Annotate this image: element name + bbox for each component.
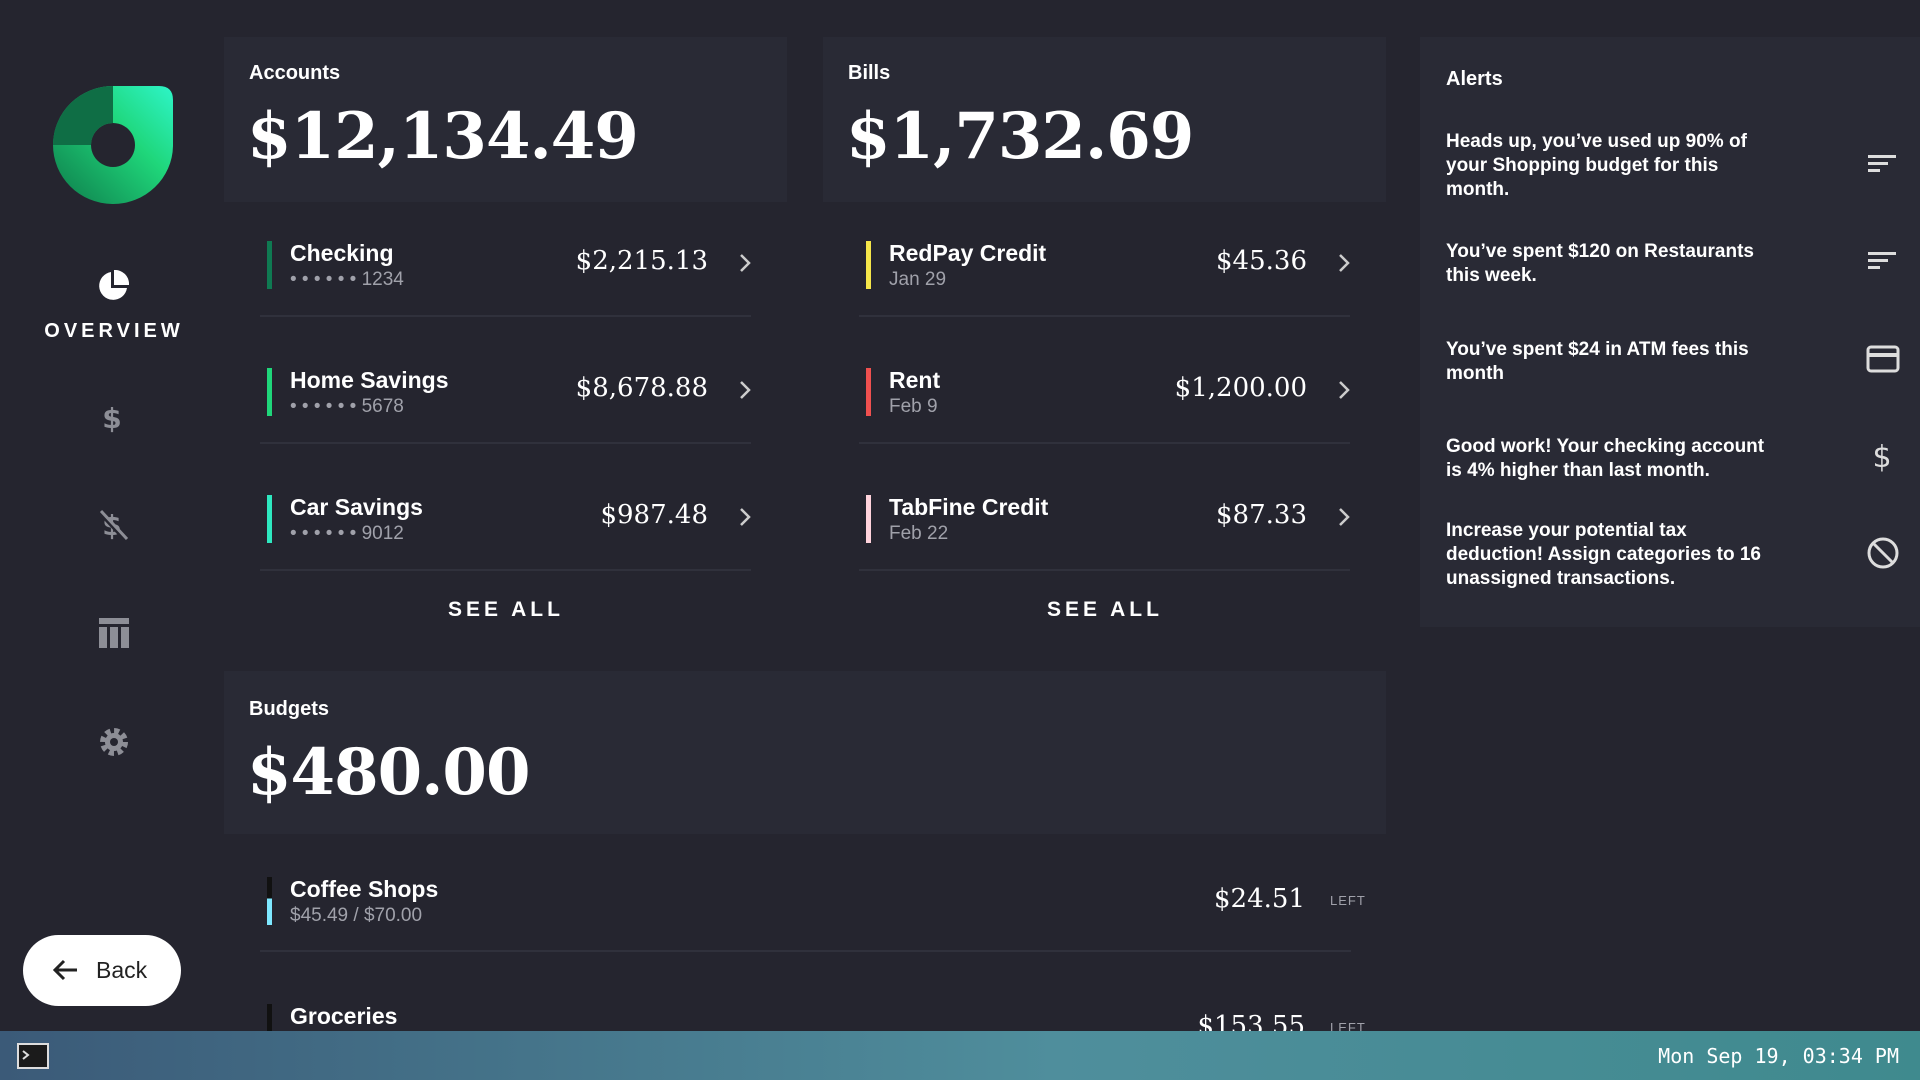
bill-name: RedPay Credit — [889, 240, 1047, 266]
bill-amount: $45.36 — [1216, 246, 1307, 276]
progress-accent — [267, 1004, 272, 1031]
accounts-icon[interactable]: $ — [98, 402, 126, 434]
bills-header: Bills $1,732.69 — [823, 37, 1386, 202]
accent — [267, 241, 272, 289]
budget-suffix: LEFT — [1330, 893, 1366, 908]
chevron — [740, 381, 751, 399]
progress-accent — [267, 877, 272, 925]
dollar-icon: $ — [1872, 440, 1891, 473]
sort-icon — [1868, 252, 1896, 269]
account-amount: $987.48 — [600, 500, 708, 530]
see-all[interactable]: SEE ALL — [448, 598, 564, 621]
card-icon — [1866, 345, 1900, 373]
panel-title: Budgets — [249, 698, 329, 720]
budgets-total: $480.00 — [247, 735, 530, 810]
bill-amount: $1,200.00 — [1174, 373, 1307, 403]
accent — [866, 495, 871, 543]
alert-text[interactable]: Heads up, you’ve used up 90% of your Sho… — [1446, 131, 1747, 200]
separator — [260, 315, 751, 317]
budget-amount: $24.51 — [1214, 884, 1305, 914]
accent — [866, 241, 871, 289]
account-number: • • • • • • 1234 — [290, 269, 404, 290]
account-name: Car Savings — [290, 494, 423, 520]
block-icon — [1867, 537, 1899, 569]
budget-row[interactable]: Coffee Shops $45.49 / $70.00 $24.51 LEFT — [224, 836, 1386, 963]
accounts-total: $12,134.49 — [247, 99, 639, 174]
overview-icon[interactable] — [97, 270, 129, 302]
back-label: Back — [96, 957, 148, 983]
nav-label[interactable]: OVERVIEW — [44, 320, 184, 342]
svg-text:$: $ — [1872, 440, 1891, 473]
terminal-icon[interactable] — [17, 1043, 49, 1069]
sidebar: OVERVIEW $ $ — [0, 0, 224, 1031]
clock: Mon Sep 19, 03:34 PM — [1658, 1044, 1899, 1068]
chevron — [740, 508, 751, 526]
taskbar: Mon Sep 19, 03:34 PM — [0, 1031, 1920, 1080]
alert-text[interactable]: Increase your potential tax deduction! A… — [1446, 520, 1761, 589]
budget-suffix: LEFT — [1330, 1020, 1366, 1031]
chevron — [1339, 381, 1350, 399]
bill-name: Rent — [889, 367, 941, 393]
separator — [859, 569, 1350, 571]
alerts-panel: Alerts Heads up, you’ve used up 90% of y… — [1420, 37, 1920, 627]
bills-list: RedPay Credit Jan 29 $45.36 Rent Feb 9 $… — [823, 202, 1386, 642]
accounts-list: Checking • • • • • • 1234 $2,215.13 Home… — [224, 202, 787, 642]
chevron — [1339, 508, 1350, 526]
chevron — [740, 254, 751, 272]
sort-icon — [1868, 155, 1896, 172]
account-amount: $2,215.13 — [575, 246, 708, 276]
budget-name: Coffee Shops — [290, 876, 439, 902]
bill-name: TabFine Credit — [889, 494, 1049, 520]
bill-row[interactable]: Rent Feb 9 $1,200.00 — [823, 329, 1386, 456]
see-all[interactable]: SEE ALL — [1047, 598, 1163, 621]
bill-row[interactable]: RedPay Credit Jan 29 $45.36 — [823, 202, 1386, 329]
account-amount: $8,678.88 — [575, 373, 708, 403]
separator — [260, 950, 1351, 952]
budget-name: Groceries — [290, 1003, 398, 1029]
account-row[interactable]: Home Savings • • • • • • 5678 $8,678.88 — [224, 329, 787, 456]
bill-date: Jan 29 — [889, 269, 947, 290]
account-number: • • • • • • 5678 — [290, 396, 404, 417]
account-row[interactable]: Checking • • • • • • 1234 $2,215.13 — [224, 202, 787, 329]
bill-row[interactable]: TabFine Credit Feb 22 $87.33 — [823, 456, 1386, 583]
separator — [859, 315, 1350, 317]
bill-date: Feb 22 — [889, 523, 949, 544]
panel-title: Accounts — [249, 62, 341, 84]
alert-text[interactable]: You’ve spent $24 in ATM fees this month — [1446, 339, 1749, 384]
budget-detail: $45.49 / $70.00 — [290, 905, 423, 926]
account-name: Checking — [290, 240, 394, 266]
accent — [267, 495, 272, 543]
bill-date: Feb 9 — [889, 396, 938, 417]
separator — [260, 442, 751, 444]
chevron — [1339, 254, 1350, 272]
settings-icon[interactable] — [98, 726, 130, 758]
alert-text[interactable]: You’ve spent $120 on Restaurants this we… — [1446, 241, 1754, 286]
account-name: Home Savings — [290, 367, 449, 393]
panel-title: Bills — [848, 62, 891, 84]
accent — [866, 368, 871, 416]
bills-icon[interactable]: $ — [98, 508, 130, 542]
separator — [859, 442, 1350, 444]
svg-text:$: $ — [102, 402, 121, 434]
accent — [267, 368, 272, 416]
bills-total: $1,732.69 — [846, 99, 1194, 174]
logo — [53, 86, 173, 204]
separator — [260, 569, 751, 571]
budget-row[interactable]: Groceries $153.55 LEFT — [224, 963, 1386, 1031]
budget-amount: $153.55 — [1197, 1011, 1305, 1031]
account-row[interactable]: Car Savings • • • • • • 9012 $987.48 — [224, 456, 787, 583]
budgets-icon[interactable] — [99, 618, 129, 648]
alert-text[interactable]: Good work! Your checking account is 4% h… — [1446, 436, 1765, 481]
budget-list — [224, 834, 1386, 1031]
panel-title: Alerts — [1446, 68, 1503, 90]
account-number: • • • • • • 9012 — [290, 523, 404, 544]
back-arrow — [52, 959, 77, 981]
bill-amount: $87.33 — [1216, 500, 1307, 530]
accounts-header: Accounts $12,134.49 — [224, 37, 787, 202]
back-button[interactable]: Back — [23, 935, 181, 1006]
budgets-panel: Budgets $480.00 Coffee Shops $45.49 / $7… — [224, 671, 1386, 1031]
